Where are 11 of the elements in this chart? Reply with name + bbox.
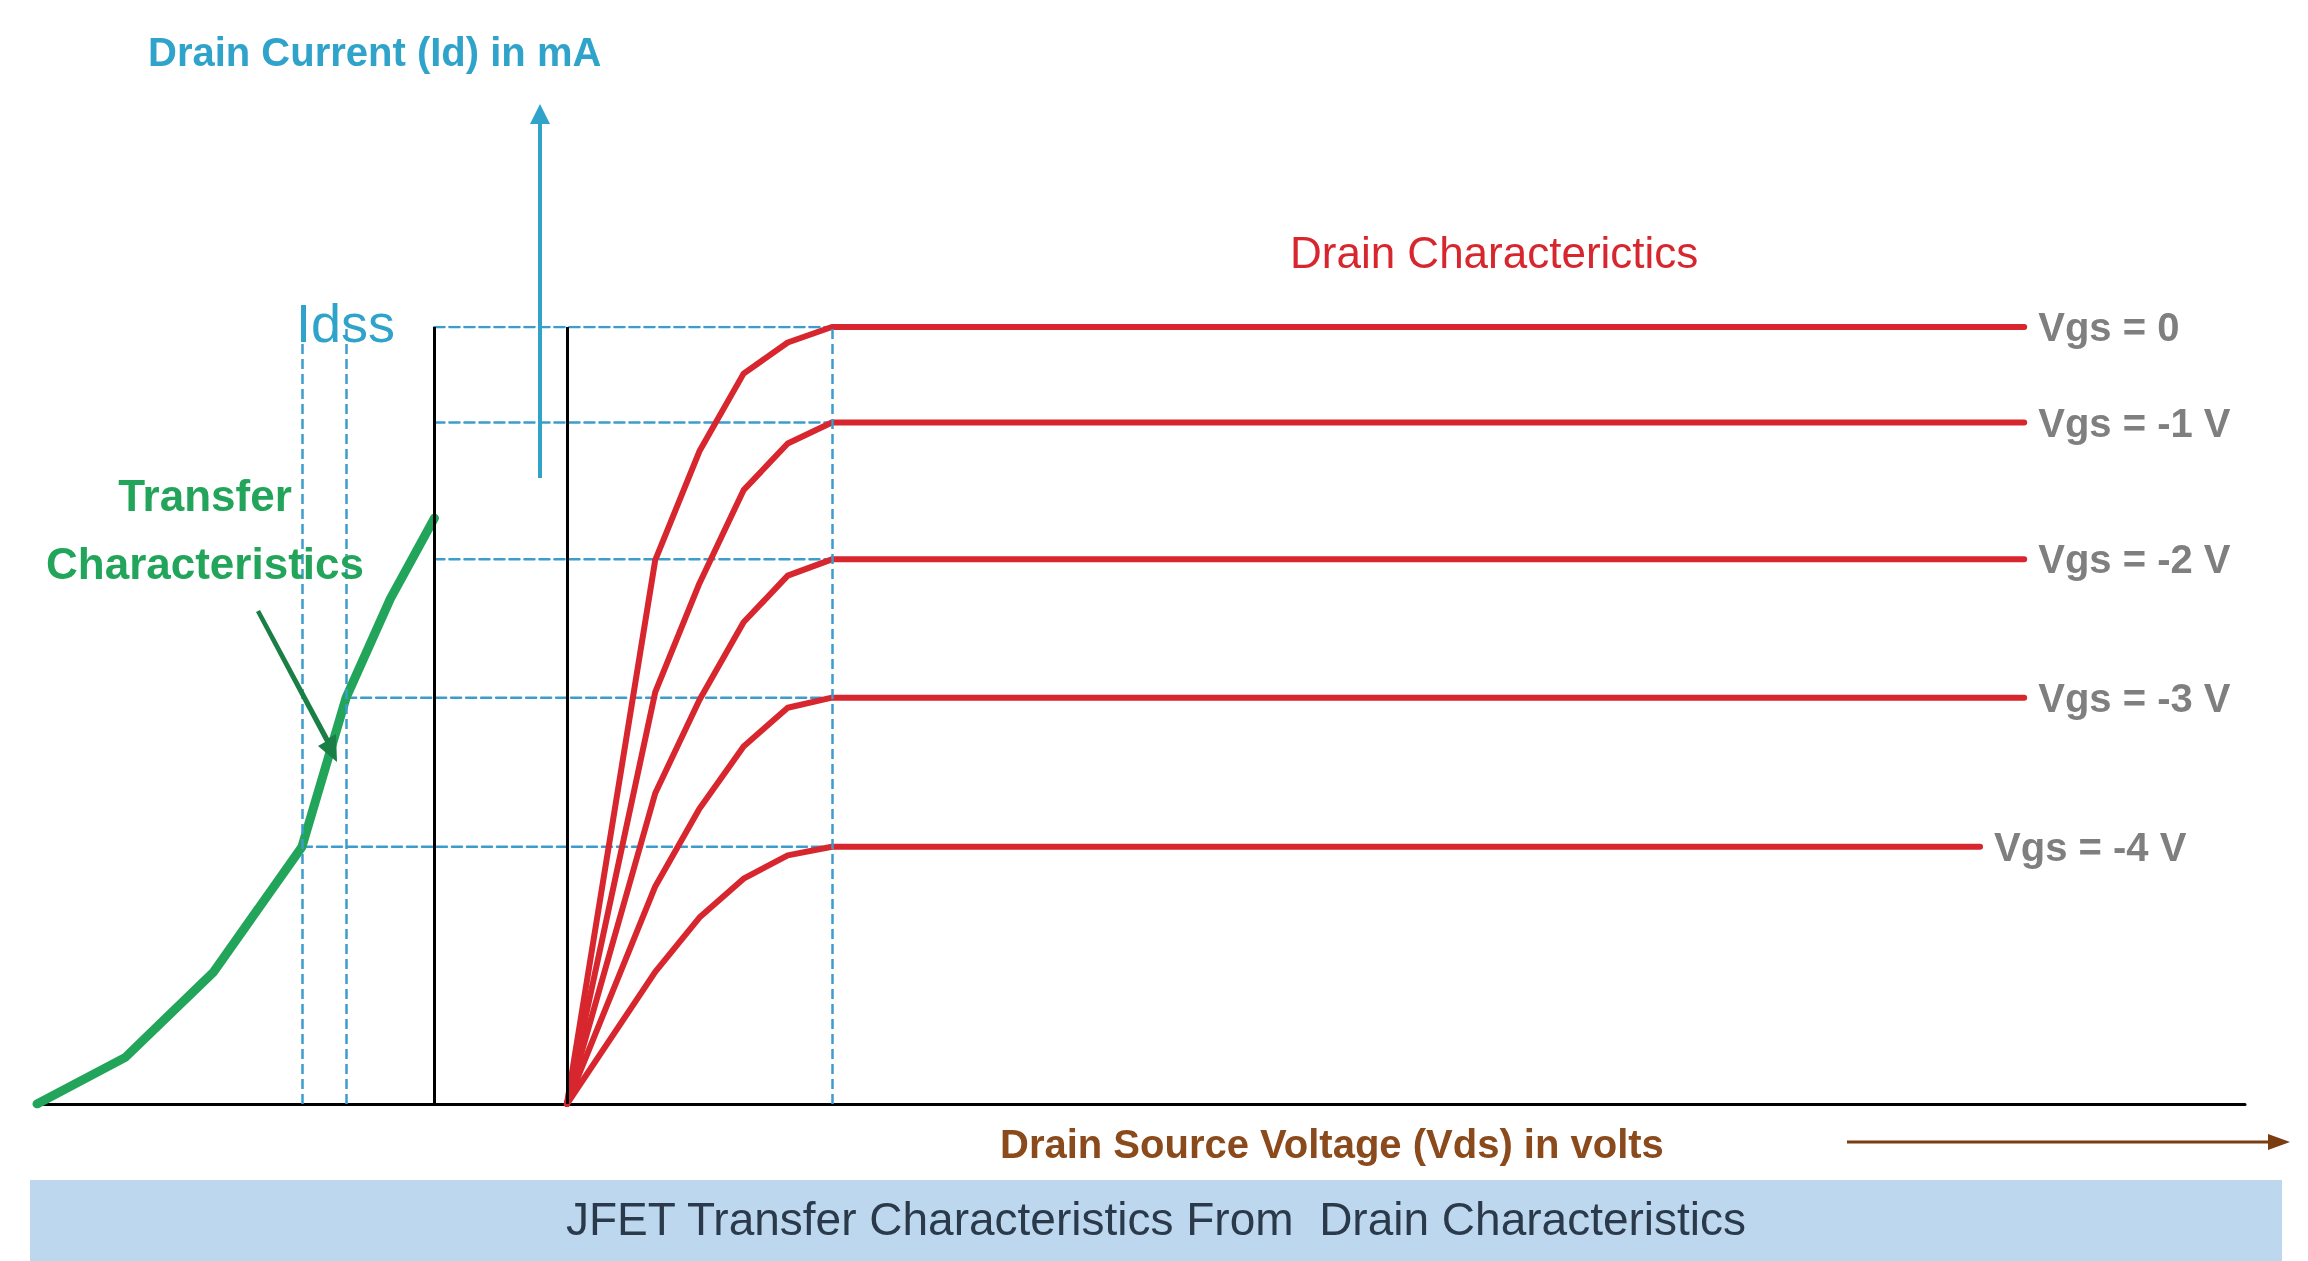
annotation: Idss (296, 292, 396, 354)
series-label: Vgs = 0 (2038, 305, 2180, 349)
text: Drain Characterictics (1290, 228, 1699, 278)
series-label: Vgs = -3 V (2038, 675, 2231, 720)
series-label: Vgs = -2 V (2038, 537, 2231, 582)
series-label: Transfer Characteristics (45, 470, 365, 590)
text: Drain Current (Id) in mA (148, 30, 602, 75)
series-label: Vgs = -4 V (1994, 824, 2187, 869)
x-axis-title: Drain Source Voltage (Vds) in volts (1000, 1122, 1664, 1167)
series-label: Vgs = -1 V (2038, 400, 2231, 445)
text: JFET Transfer Characteristics From Drain Characteristics (30, 1180, 2282, 1261)
